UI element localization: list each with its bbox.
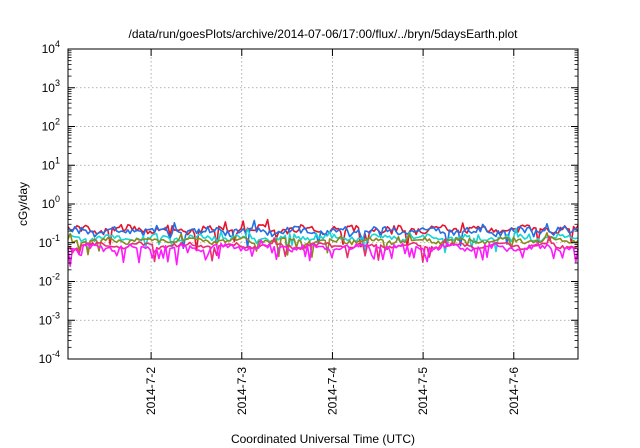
x-tick-label: 2014-7-5 [416,367,430,415]
series-line [67,227,579,254]
data-series [67,218,579,268]
grid-lines [68,49,578,359]
x-axis-label: Coordinated Universal Time (UTC) [231,432,415,446]
y-tick-label: 104 [42,39,60,56]
y-tick-label: 102 [42,117,60,134]
y-tick-label: 10-1 [39,233,60,250]
y-tick-label: 10-2 [39,272,60,289]
x-tick-label: 2014-7-3 [235,367,249,415]
series-line [67,239,579,268]
chart-title: /data/run/goesPlots/archive/2014-07-06/1… [129,27,519,41]
x-ticks: 2014-7-2 2014-7-3 2014-7-4 2014-7-5 2014-7-6 [144,49,521,415]
x-tick-label: 2014-7-4 [325,367,339,415]
series-line [67,232,579,259]
y-tick-label: 103 [42,78,60,95]
x-tick-label: 2014-7-2 [144,367,158,415]
y-ticks: 10-4 10-3 10-2 10-1 100 101 102 103 104 [39,39,578,366]
y-tick-label: 101 [42,155,60,172]
x-tick-label: 2014-7-6 [507,367,521,415]
y-axis-label: cGy/day [16,182,30,226]
series-line [67,219,579,250]
y-tick-label: 100 [42,194,60,211]
y-tick-label: 10-3 [39,310,60,327]
y-tick-label: 10-4 [39,349,60,366]
